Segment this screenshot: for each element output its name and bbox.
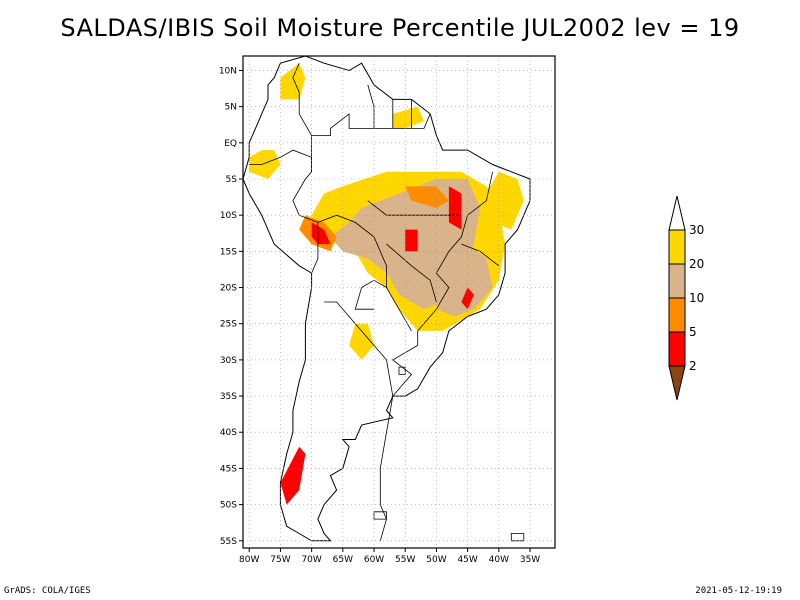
colorbar-segment-5: [668, 365, 686, 401]
map-title: SALDAS/IBIS Soil Moisture Percentile JUL…: [60, 14, 740, 42]
timestamp: 2021-05-12-19:19: [695, 586, 782, 596]
colorbar-label-5: 5: [689, 325, 697, 339]
island-outline-2: [510, 533, 525, 542]
lat-label-15S: 15S: [220, 247, 237, 257]
lat-label-5N: 5N: [225, 103, 237, 113]
border-line-6: [292, 63, 312, 136]
lat-label-40S: 40S: [220, 428, 237, 438]
border-line-5: [311, 84, 375, 172]
moisture-region-red-11: [448, 186, 462, 230]
map-gridlines: [239, 56, 555, 552]
moisture-region-yellow-5: [349, 323, 374, 360]
lat-label-EQ: EQ: [224, 139, 237, 149]
colorbar-legend: 30 20 10 5 2: [668, 195, 704, 401]
moisture-region-red-12: [405, 229, 418, 252]
moisture-region-yellow-3: [280, 63, 306, 100]
lon-label-80W: 80W: [239, 555, 259, 565]
moisture-region-yellow-4: [392, 106, 424, 129]
moisture-region-red-14: [280, 446, 306, 505]
colorbar-label-10: 10: [689, 291, 704, 305]
lon-label-55W: 55W: [395, 555, 415, 565]
border-line-1: [392, 330, 419, 397]
colorbar-segment-0: [668, 195, 686, 231]
moisture-region-tan-7: [436, 244, 493, 317]
grads-credit: GrADS: COLA/IGES: [4, 586, 91, 596]
map-frame: [242, 55, 556, 549]
lon-label-75W: 75W: [270, 555, 290, 565]
lon-label-40W: 40W: [489, 555, 509, 565]
border-line-13: [461, 243, 500, 267]
lon-label-50W: 50W: [426, 555, 446, 565]
colorbar-segment-2: [668, 263, 686, 299]
lon-label-70W: 70W: [301, 555, 321, 565]
colorbar-segment-4: [668, 331, 686, 367]
lat-label-45S: 45S: [220, 464, 237, 474]
lat-label-35S: 35S: [220, 392, 237, 402]
lat-label-10S: 10S: [220, 211, 237, 221]
map-axis-labels: 10N 5N EQ 5S 10S 15S 20S 25S 30S 35S 40S 45S 50S 55S8…: [219, 66, 540, 565]
border-line-10: [417, 171, 493, 332]
lat-label-30S: 30S: [220, 356, 237, 366]
lat-label-5S: 5S: [226, 175, 238, 185]
lat-label-55S: 55S: [220, 537, 237, 547]
lat-label-10N: 10N: [219, 66, 237, 76]
lat-label-50S: 50S: [220, 501, 237, 511]
border-line-12: [386, 243, 437, 303]
map-frame-border: [242, 55, 556, 549]
lon-label-60W: 60W: [364, 555, 384, 565]
colorbar-segment-1: [668, 229, 686, 265]
lat-label-25S: 25S: [220, 320, 237, 330]
lon-label-65W: 65W: [333, 555, 353, 565]
moisture-region-red-13: [461, 287, 474, 310]
lon-label-35W: 35W: [520, 555, 540, 565]
colorbar-label-30: 30: [689, 223, 704, 237]
lon-label-45W: 45W: [457, 555, 477, 565]
moisture-region-orange-9: [405, 186, 449, 208]
border-line-11: [367, 200, 462, 216]
lat-label-20S: 20S: [220, 284, 237, 294]
island-outline-1: [398, 366, 406, 375]
colorbar-label-2: 2: [689, 359, 697, 373]
border-line-3: [311, 214, 387, 288]
colorbar-segment-3: [668, 297, 686, 333]
moisture-region-red-10: [311, 222, 331, 245]
country-borders: [242, 55, 531, 542]
colorbar-label-20: 20: [689, 257, 704, 271]
moisture-region-yellow-2: [249, 150, 281, 179]
